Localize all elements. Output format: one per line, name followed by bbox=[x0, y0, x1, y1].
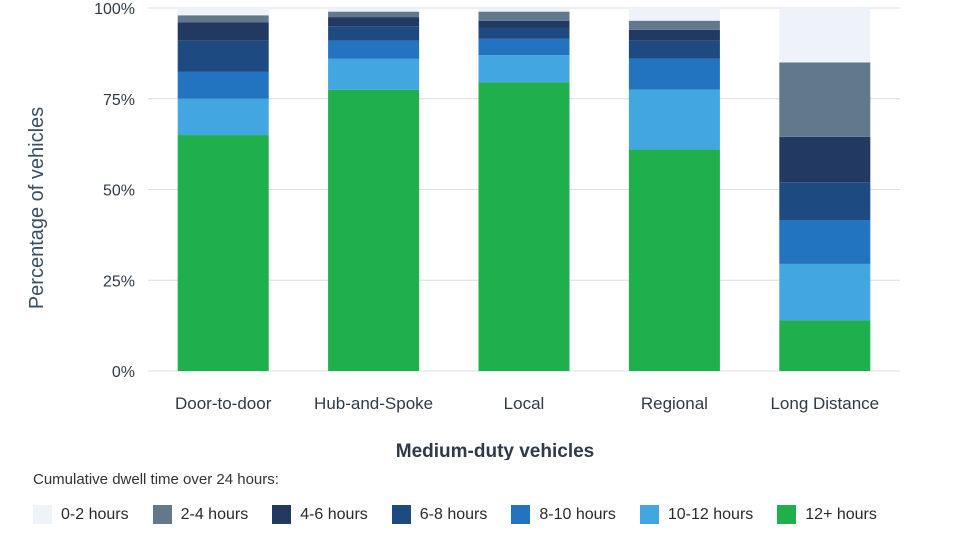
y-tick-label: 100% bbox=[94, 1, 135, 18]
bar-segment bbox=[328, 26, 420, 41]
legend-swatch bbox=[511, 505, 531, 524]
legend-label: 8-10 hours bbox=[539, 505, 616, 523]
x-tick-label: Regional bbox=[641, 394, 708, 413]
bar-segment bbox=[478, 82, 570, 371]
x-axis-ticks: Door-to-door Hub-and-Spoke Local Regional Lo… bbox=[175, 394, 879, 413]
bar-segment bbox=[478, 38, 570, 56]
stacked-bar-chart: 0% 25% 50% 75% 100% Door-to-door Hub-and-Spok… bbox=[26, 1, 900, 460]
bar-segment bbox=[779, 8, 871, 63]
bar-segment bbox=[328, 58, 420, 90]
bar-segment bbox=[328, 17, 420, 27]
bar-segment bbox=[177, 40, 269, 72]
y-tick-label: 0% bbox=[112, 364, 135, 381]
y-tick-label: 75% bbox=[103, 92, 135, 109]
legend-swatch bbox=[33, 505, 52, 524]
bar-segment bbox=[328, 89, 420, 372]
x-tick-label: Local bbox=[504, 394, 545, 413]
x-tick-label: Door-to-door bbox=[175, 394, 272, 413]
bar-segment bbox=[478, 27, 570, 39]
legend-label: 6-8 hours bbox=[419, 505, 488, 523]
y-tick-label: 25% bbox=[103, 273, 135, 290]
bar-segment bbox=[478, 8, 570, 12]
bar-segment bbox=[628, 89, 720, 150]
legend-swatch bbox=[639, 505, 659, 524]
legend-item: 8-10 hours bbox=[511, 505, 616, 524]
legend-item: 12+ hours bbox=[777, 505, 877, 524]
bar-segment bbox=[177, 98, 269, 136]
x-axis-title: Medium-duty vehicles bbox=[396, 441, 595, 460]
bar-segment bbox=[177, 15, 269, 23]
bar-segment bbox=[177, 8, 269, 16]
bar-segment bbox=[779, 263, 871, 321]
legend-item: 0-2 hours bbox=[33, 505, 129, 524]
bar-segment bbox=[628, 149, 720, 371]
bar-segment bbox=[328, 40, 420, 59]
bar-segment bbox=[328, 11, 420, 18]
bar-segment bbox=[628, 40, 720, 59]
legend-item: 6-8 hours bbox=[391, 505, 488, 524]
legend-swatch bbox=[777, 505, 797, 524]
legend-label: 12+ hours bbox=[805, 505, 877, 523]
bar-segment bbox=[779, 320, 871, 371]
bar-segment bbox=[328, 8, 420, 12]
bar-segment bbox=[779, 182, 871, 221]
bar-segment bbox=[779, 62, 871, 137]
bar-segment bbox=[478, 11, 570, 21]
y-tick-label: 50% bbox=[103, 183, 135, 200]
legend-label: 10-12 hours bbox=[667, 505, 754, 523]
bar-segment bbox=[628, 29, 720, 41]
legend: 0-2 hours 2-4 hours 4-6 hours 6-8 hours 8-10… bbox=[33, 505, 877, 524]
bar-segment bbox=[779, 220, 871, 264]
bar-segment bbox=[779, 136, 871, 183]
legend-item: 2-4 hours bbox=[152, 505, 249, 524]
legend-label: 4-6 hours bbox=[300, 505, 368, 523]
bar-segment bbox=[177, 135, 269, 371]
legend-swatch bbox=[272, 505, 292, 524]
x-tick-label: Hub-and-Spoke bbox=[314, 394, 433, 413]
legend-item: 4-6 hours bbox=[272, 505, 368, 524]
y-axis-title: Percentage of vehicles bbox=[26, 107, 48, 309]
bars bbox=[177, 8, 871, 372]
legend-label: 2-4 hours bbox=[180, 505, 249, 523]
bar-segment bbox=[628, 20, 720, 30]
bar-segment bbox=[177, 71, 269, 99]
legend-swatch bbox=[152, 505, 172, 524]
legend-item: 10-12 hours bbox=[639, 505, 754, 524]
bar-segment bbox=[478, 20, 570, 28]
bar-segment bbox=[628, 8, 720, 21]
legend-label: 0-2 hours bbox=[61, 505, 129, 523]
bar-segment bbox=[478, 55, 570, 83]
x-tick-label: Long Distance bbox=[770, 394, 879, 413]
y-axis-ticks: 0% 25% 50% 75% 100% bbox=[94, 1, 135, 381]
bar-segment bbox=[177, 22, 269, 41]
legend-swatch bbox=[391, 505, 411, 524]
bar-segment bbox=[628, 58, 720, 90]
legend-title: Cumulative dwell time over 24 hours: bbox=[33, 471, 279, 488]
